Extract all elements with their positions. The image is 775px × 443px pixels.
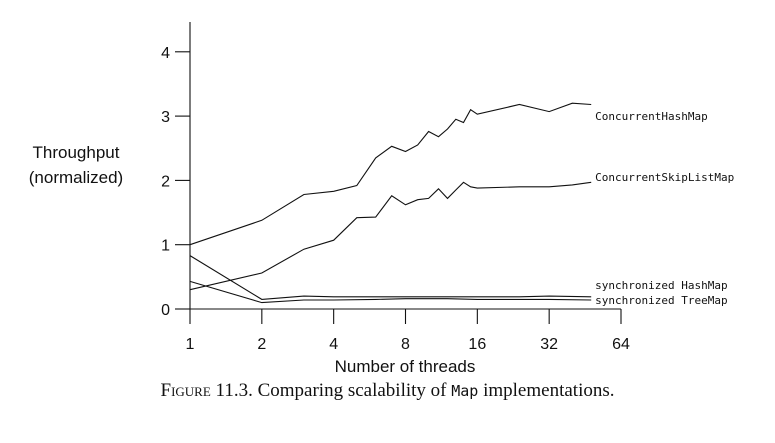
x-tick-label: 4	[329, 336, 338, 353]
series-label-concurrenthashmap: ConcurrentHashMap	[595, 110, 708, 123]
x-tick-label: 1	[186, 336, 195, 353]
y-axis-title-line-2: (normalized)	[29, 168, 123, 187]
y-tick-label: 1	[161, 238, 170, 255]
y-tick-label: 4	[161, 45, 170, 62]
series-line-synchronized-treemap	[189, 280, 592, 304]
series-line-concurrentskiplistmap	[189, 181, 592, 291]
caption-text-before: Comparing scalability of	[257, 380, 447, 401]
y-axis-title-line-1: Throughput	[33, 143, 120, 162]
y-tick-label: 0	[161, 302, 170, 319]
series-line-synchronized-hashmap	[189, 255, 592, 300]
series-lines	[189, 102, 592, 304]
y-tick-label: 3	[161, 109, 170, 126]
series-labels: ConcurrentHashMap ConcurrentSkipListMap sy…	[595, 110, 734, 307]
series-label-synchronized-treemap: synchronized TreeMap	[595, 294, 727, 307]
x-tick-label: 64	[612, 336, 630, 353]
caption-code: Map	[451, 382, 479, 400]
x-tick-label: 32	[540, 336, 558, 353]
series-line-concurrenthashmap	[189, 102, 592, 246]
caption-text-after: implementations.	[483, 380, 615, 401]
figure-caption: Figure 11.3. Comparing scalability of Ma…	[0, 380, 775, 402]
x-axis-title: Number of threads	[335, 357, 476, 375]
series-label-synchronized-hashmap: synchronized HashMap	[595, 279, 727, 292]
x-tick-label: 8	[401, 336, 410, 353]
caption-figure-word: Figure	[160, 380, 211, 401]
caption-figure-number: 11.3.	[215, 380, 253, 401]
y-tick-label: 2	[161, 173, 170, 190]
x-tick-label: 2	[257, 336, 266, 353]
x-tick-label: 16	[468, 336, 486, 353]
series-label-concurrentskiplistmap: ConcurrentSkipListMap	[595, 171, 734, 184]
